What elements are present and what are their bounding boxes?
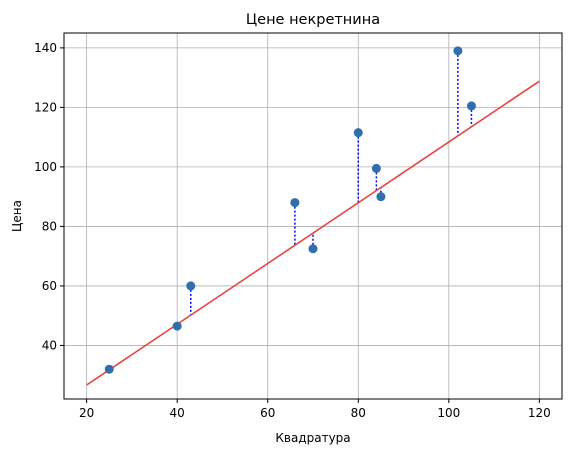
data-point (376, 192, 386, 202)
x-axis-title: Квадратура (275, 431, 350, 445)
data-point (172, 321, 182, 331)
residuals (108, 50, 473, 370)
regression-line (86, 80, 540, 386)
y-tick-label: 140 (34, 41, 57, 55)
plot-frame (63, 32, 563, 400)
x-tick-label: 60 (260, 406, 275, 420)
y-axis-title: Цена (10, 200, 24, 232)
grid (64, 33, 562, 399)
y-axis: 40 60 80 100 120 140 (34, 41, 64, 352)
x-tick-label: 120 (528, 406, 551, 420)
data-point (466, 101, 476, 111)
data-point (308, 244, 318, 254)
regression-line-group (86, 80, 540, 386)
x-tick-label: 40 (170, 406, 185, 420)
x-tick-label: 100 (437, 406, 460, 420)
x-tick-label: 80 (351, 406, 366, 420)
x-axis: 20 40 60 80 100 120 (79, 399, 551, 420)
data-point (186, 281, 196, 291)
scatter-points (104, 46, 476, 374)
data-point (371, 163, 381, 173)
x-tick-label: 20 (79, 406, 94, 420)
data-point (453, 46, 463, 56)
y-tick-label: 100 (34, 160, 57, 174)
y-tick-label: 40 (42, 338, 57, 352)
y-tick-label: 80 (42, 219, 57, 233)
data-point (290, 198, 300, 208)
y-tick-label: 120 (34, 100, 57, 114)
chart-title: Цене некретнина (246, 12, 380, 28)
data-point (104, 364, 114, 374)
y-tick-label: 60 (42, 279, 57, 293)
data-point (353, 128, 363, 138)
